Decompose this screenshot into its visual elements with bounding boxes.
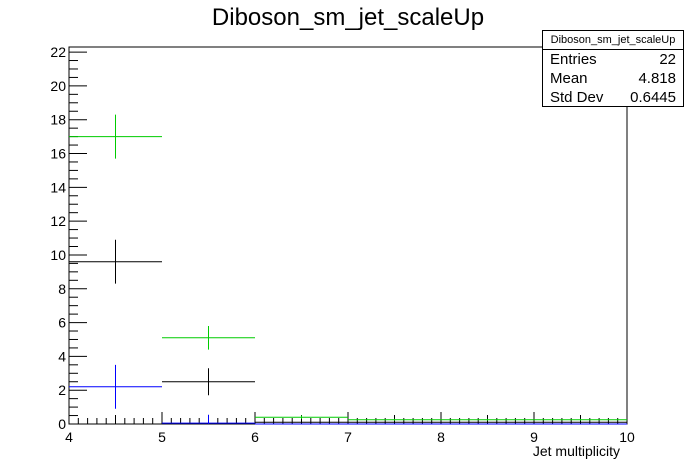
mean-label: Mean bbox=[550, 70, 588, 87]
y-tick-label: 10 bbox=[50, 247, 66, 263]
data-series bbox=[69, 114, 627, 425]
x-tick-label: 7 bbox=[344, 429, 352, 445]
x-tick-label: 6 bbox=[251, 429, 259, 445]
entries-value: 22 bbox=[659, 51, 676, 68]
y-tick-label: 22 bbox=[50, 44, 66, 60]
stats-row-stddev: Std Dev 0.6445 bbox=[543, 88, 683, 107]
y-tick-label: 2 bbox=[58, 382, 66, 398]
stddev-value: 0.6445 bbox=[630, 89, 676, 106]
stddev-label: Std Dev bbox=[550, 89, 604, 106]
x-tick-label: 4 bbox=[65, 429, 73, 445]
stats-row-entries: Entries 22 bbox=[543, 50, 683, 69]
y-tick-label: 8 bbox=[58, 281, 66, 297]
y-tick-label: 6 bbox=[58, 315, 66, 331]
stats-box-title: Diboson_sm_jet_scaleUp bbox=[543, 31, 683, 50]
axes: 4 5 6 7 8 9 10 0 2 4 6 8 10 12 14 16 18 20 22 bbox=[50, 44, 635, 445]
x-tick-label: 9 bbox=[530, 429, 538, 445]
y-tick-label: 18 bbox=[50, 112, 66, 128]
x-tick-label: 8 bbox=[437, 429, 445, 445]
y-tick-label: 16 bbox=[50, 146, 66, 162]
x-axis-label: Jet multiplicity bbox=[533, 443, 620, 459]
y-tick-label: 20 bbox=[50, 78, 66, 94]
stats-box: Diboson_sm_jet_scaleUp Entries 22 Mean 4… bbox=[542, 30, 684, 107]
mean-value: 4.818 bbox=[638, 70, 676, 87]
y-tick-label: 0 bbox=[58, 416, 66, 432]
x-tick-label: 10 bbox=[619, 429, 635, 445]
x-tick-label: 5 bbox=[158, 429, 166, 445]
entries-label: Entries bbox=[550, 51, 597, 68]
stats-row-mean: Mean 4.818 bbox=[543, 69, 683, 88]
y-tick-label: 4 bbox=[58, 348, 66, 364]
chart-title: Diboson_sm_jet_scaleUp bbox=[211, 4, 485, 31]
y-tick-label: 14 bbox=[50, 179, 66, 195]
y-tick-label: 12 bbox=[50, 213, 66, 229]
